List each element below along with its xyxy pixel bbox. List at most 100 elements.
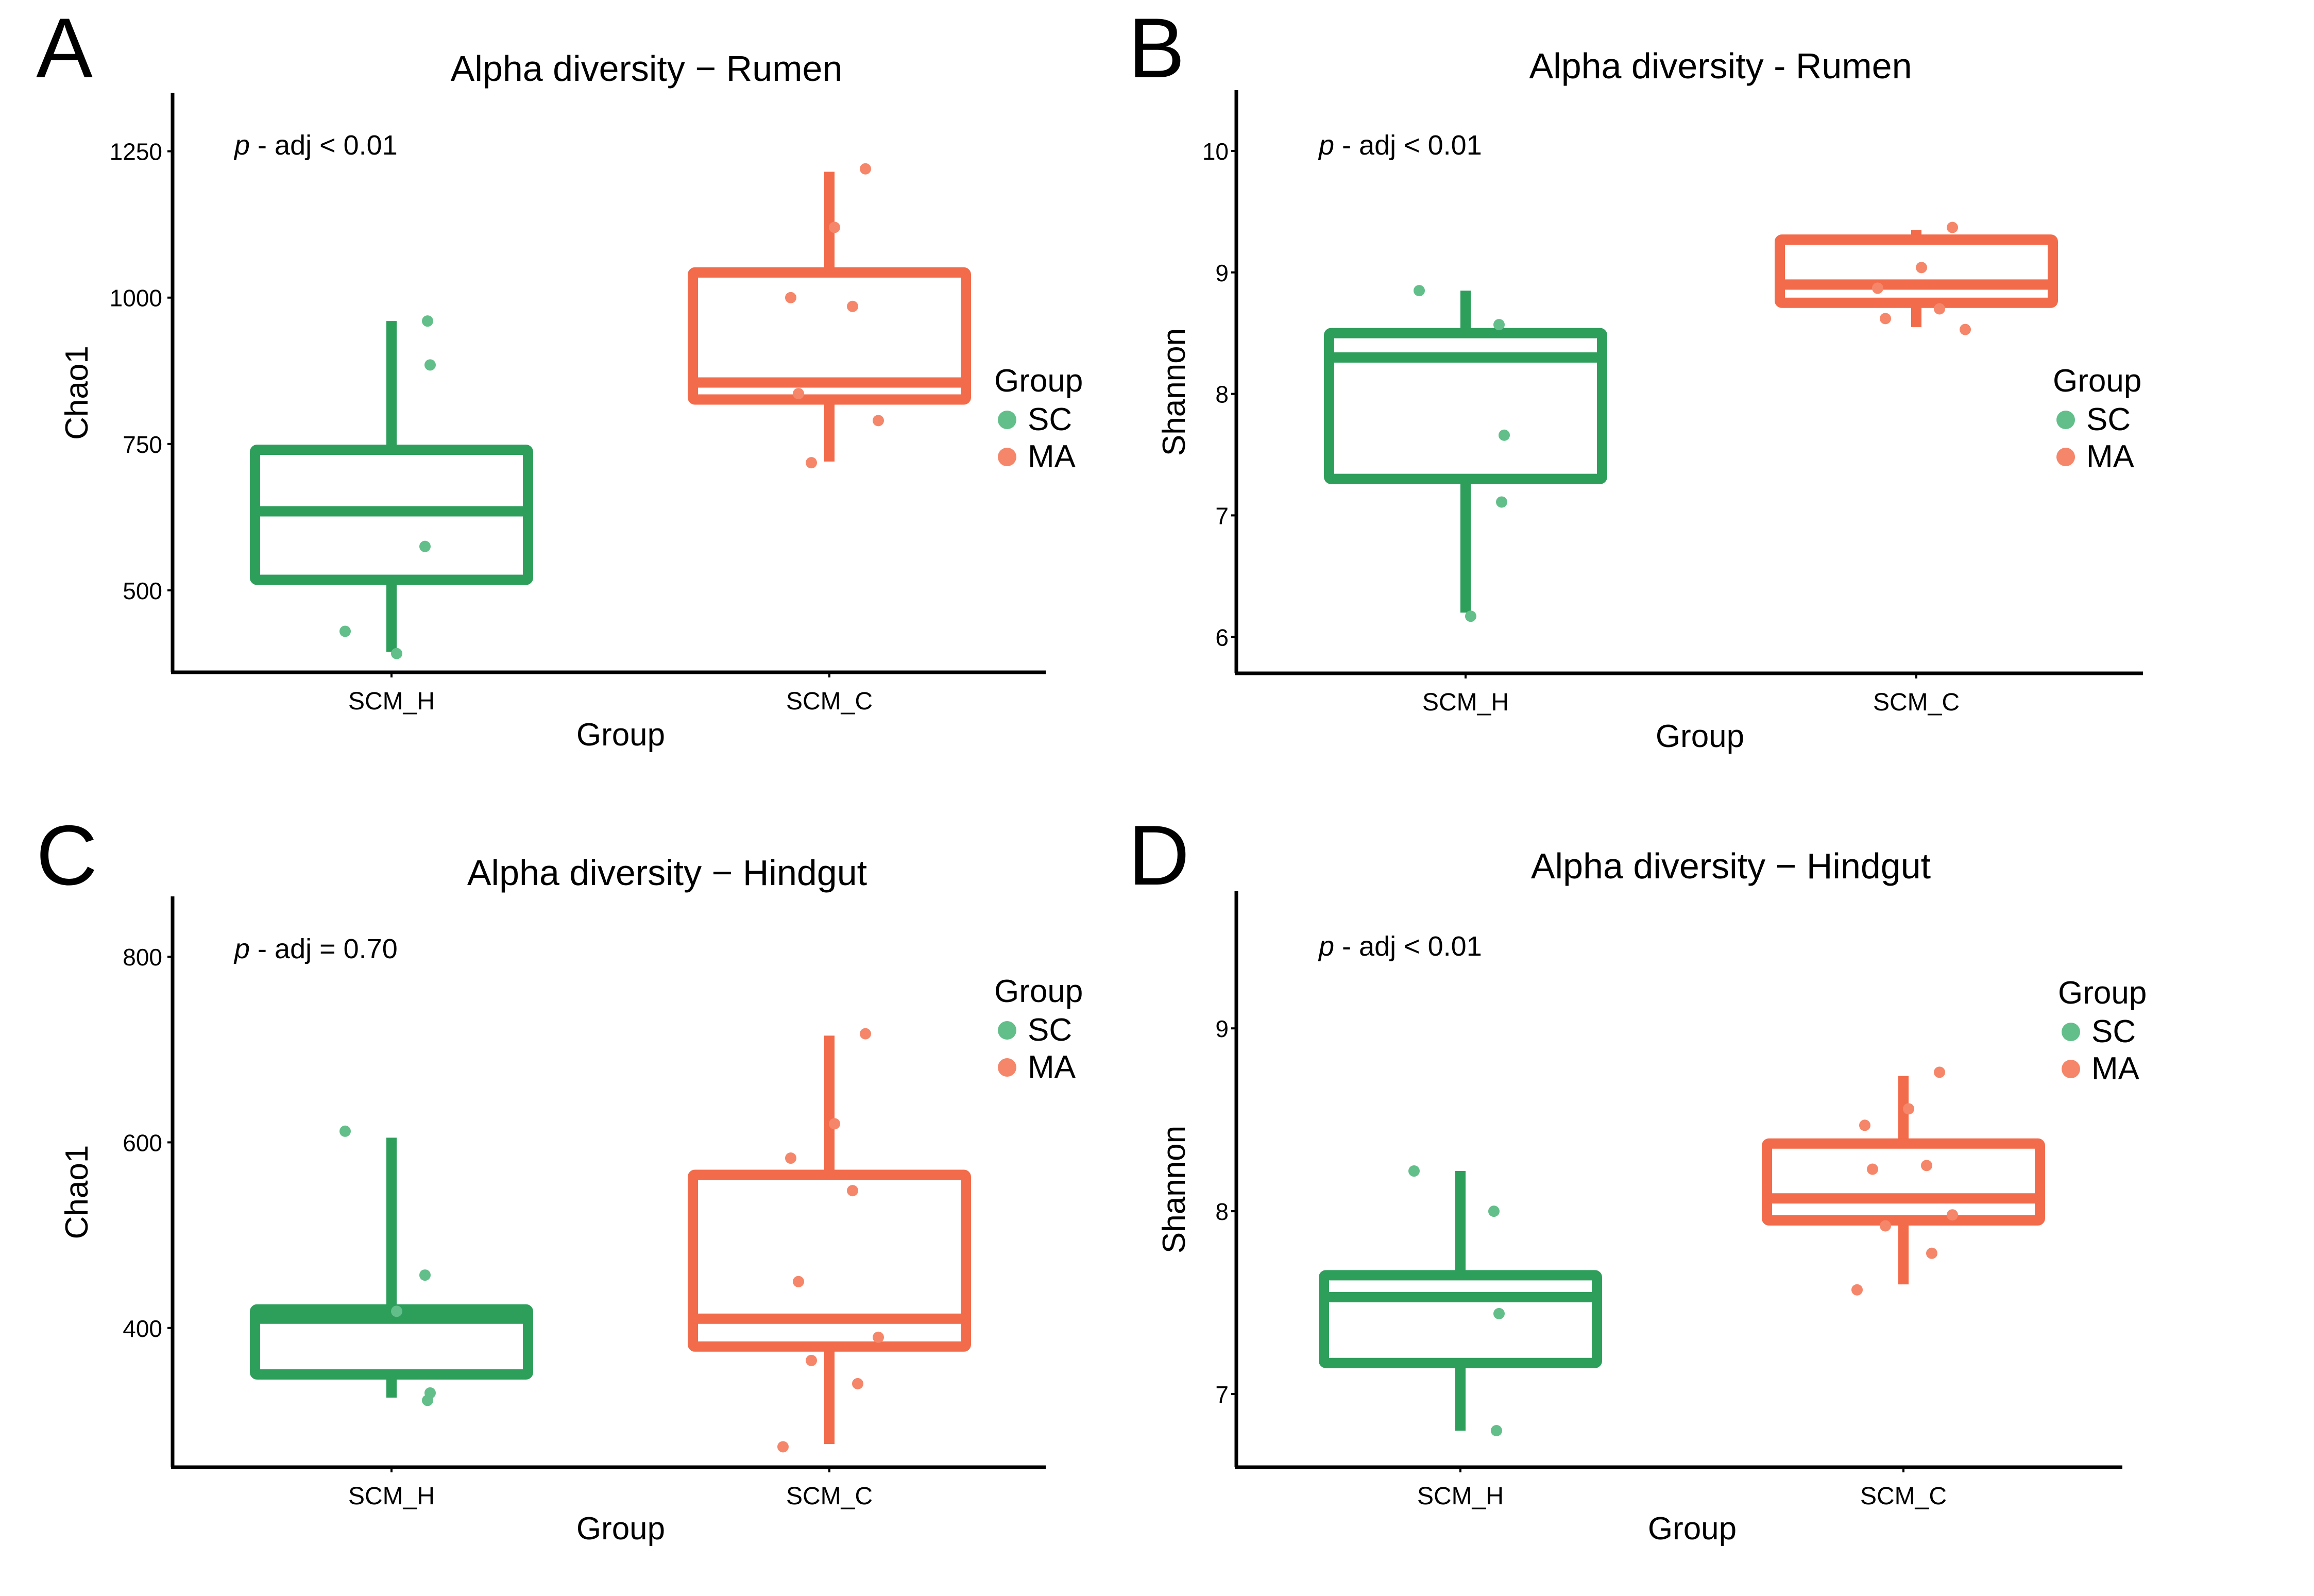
y-axis-label: Shannon xyxy=(1156,328,1192,456)
x-tick-label: SCM_C xyxy=(786,1483,873,1510)
y-tick-label: 800 xyxy=(123,944,162,971)
data-point xyxy=(873,1331,884,1343)
data-point xyxy=(785,292,796,303)
legend-label-ma: MA xyxy=(2091,1051,2140,1086)
data-point xyxy=(391,1305,402,1317)
y-tick-label: 9 xyxy=(1215,1015,1229,1042)
p-adj-italic: p xyxy=(1318,130,1334,161)
data-point xyxy=(1859,1119,1870,1131)
box-scm-c xyxy=(1762,1076,2045,1285)
legend-label-sc: SC xyxy=(2091,1014,2136,1049)
legend-label-sc: SC xyxy=(2086,402,2131,437)
box-iqr xyxy=(1324,328,1607,484)
box-iqr xyxy=(688,1169,971,1352)
x-tick-label: SCM_C xyxy=(786,688,873,715)
legend-title: Group xyxy=(2058,975,2147,1011)
panel-letter-b: B xyxy=(1128,1,1185,95)
data-point xyxy=(1921,1160,1932,1171)
box-iqr xyxy=(688,267,971,405)
x-axis-label: Group xyxy=(576,717,665,753)
data-point xyxy=(424,359,436,371)
data-point xyxy=(829,222,840,233)
y-axis-label: Shannon xyxy=(1156,1126,1192,1253)
data-point xyxy=(847,300,858,312)
data-point xyxy=(860,1028,871,1040)
box-iqr xyxy=(1762,1138,2045,1226)
data-point xyxy=(1880,1220,1891,1232)
p-adj-annotation: p - adj = 0.70 xyxy=(233,933,398,964)
box-scm-h xyxy=(250,1137,533,1398)
data-point xyxy=(1499,429,1510,441)
data-point xyxy=(422,1395,433,1406)
legend-key-sc xyxy=(2062,1023,2080,1041)
data-point xyxy=(793,388,804,400)
x-tick-label: SCM_C xyxy=(1860,1483,1947,1510)
data-point xyxy=(339,1125,351,1137)
p-adj-annotation: p - adj < 0.01 xyxy=(1318,931,1482,962)
legend-title: Group xyxy=(2053,363,2141,399)
data-point xyxy=(422,315,433,327)
p-adj-italic: p xyxy=(233,130,250,161)
y-tick-label: 8 xyxy=(1215,381,1229,408)
data-point xyxy=(806,457,817,469)
chart-title: Alpha diversity − Hindgut xyxy=(1531,846,1931,886)
legend-label-ma: MA xyxy=(1028,1049,1076,1085)
legend-label-sc: SC xyxy=(1028,402,1072,437)
legend-label-ma: MA xyxy=(2086,439,2135,474)
data-point xyxy=(847,1185,858,1197)
data-point xyxy=(829,1118,840,1130)
p-adj-italic: p xyxy=(233,933,250,964)
data-point xyxy=(1947,1209,1958,1221)
y-tick-label: 9 xyxy=(1215,260,1229,286)
data-point xyxy=(777,1441,789,1453)
legend-title: Group xyxy=(994,363,1083,399)
box-scm-c xyxy=(688,1035,971,1444)
box-iqr xyxy=(1775,234,2058,308)
data-point xyxy=(1916,262,1927,274)
panel-letter-a: A xyxy=(36,1,93,95)
data-point xyxy=(873,415,884,427)
data-point xyxy=(1934,1066,1945,1078)
p-adj-text: - adj < 0.01 xyxy=(250,130,398,161)
x-tick-label: SCM_H xyxy=(348,1483,435,1510)
panel-letter-c: C xyxy=(36,808,97,903)
chart-title: Alpha diversity - Rumen xyxy=(1529,46,1912,86)
data-point xyxy=(785,1152,796,1164)
legend-key-sc xyxy=(2056,411,2075,429)
x-axis-label: Group xyxy=(1656,719,1744,754)
y-tick-label: 7 xyxy=(1215,1381,1229,1408)
box-scm-c xyxy=(1775,230,2058,327)
y-tick-label: 1000 xyxy=(110,285,162,312)
data-point xyxy=(1872,282,1883,294)
legend-title: Group xyxy=(994,974,1083,1009)
p-adj-text: - adj < 0.01 xyxy=(1334,931,1482,962)
legend-key-ma xyxy=(998,448,1016,466)
legend-label-ma: MA xyxy=(1028,439,1076,474)
data-point xyxy=(1408,1165,1420,1177)
y-axis-label: Chao1 xyxy=(59,346,95,440)
box-scm-h xyxy=(1319,1171,1602,1431)
data-point xyxy=(1926,1247,1937,1259)
legend-key-sc xyxy=(998,411,1016,429)
data-point xyxy=(1851,1284,1863,1296)
data-point xyxy=(1493,1308,1505,1319)
data-point xyxy=(419,1269,431,1281)
data-point xyxy=(1960,324,1971,335)
box-scm-h xyxy=(250,321,533,652)
data-point xyxy=(1867,1163,1878,1175)
data-point xyxy=(1493,319,1505,331)
x-axis-label: Group xyxy=(1648,1511,1737,1547)
data-point xyxy=(1465,610,1476,622)
data-point xyxy=(1880,313,1891,325)
data-point xyxy=(806,1354,817,1366)
y-tick-label: 750 xyxy=(123,431,162,458)
legend-label-sc: SC xyxy=(1028,1012,1072,1048)
x-axis-label: Group xyxy=(576,1511,665,1547)
legend-key-ma xyxy=(2062,1060,2080,1078)
box-scm-c xyxy=(688,172,971,462)
